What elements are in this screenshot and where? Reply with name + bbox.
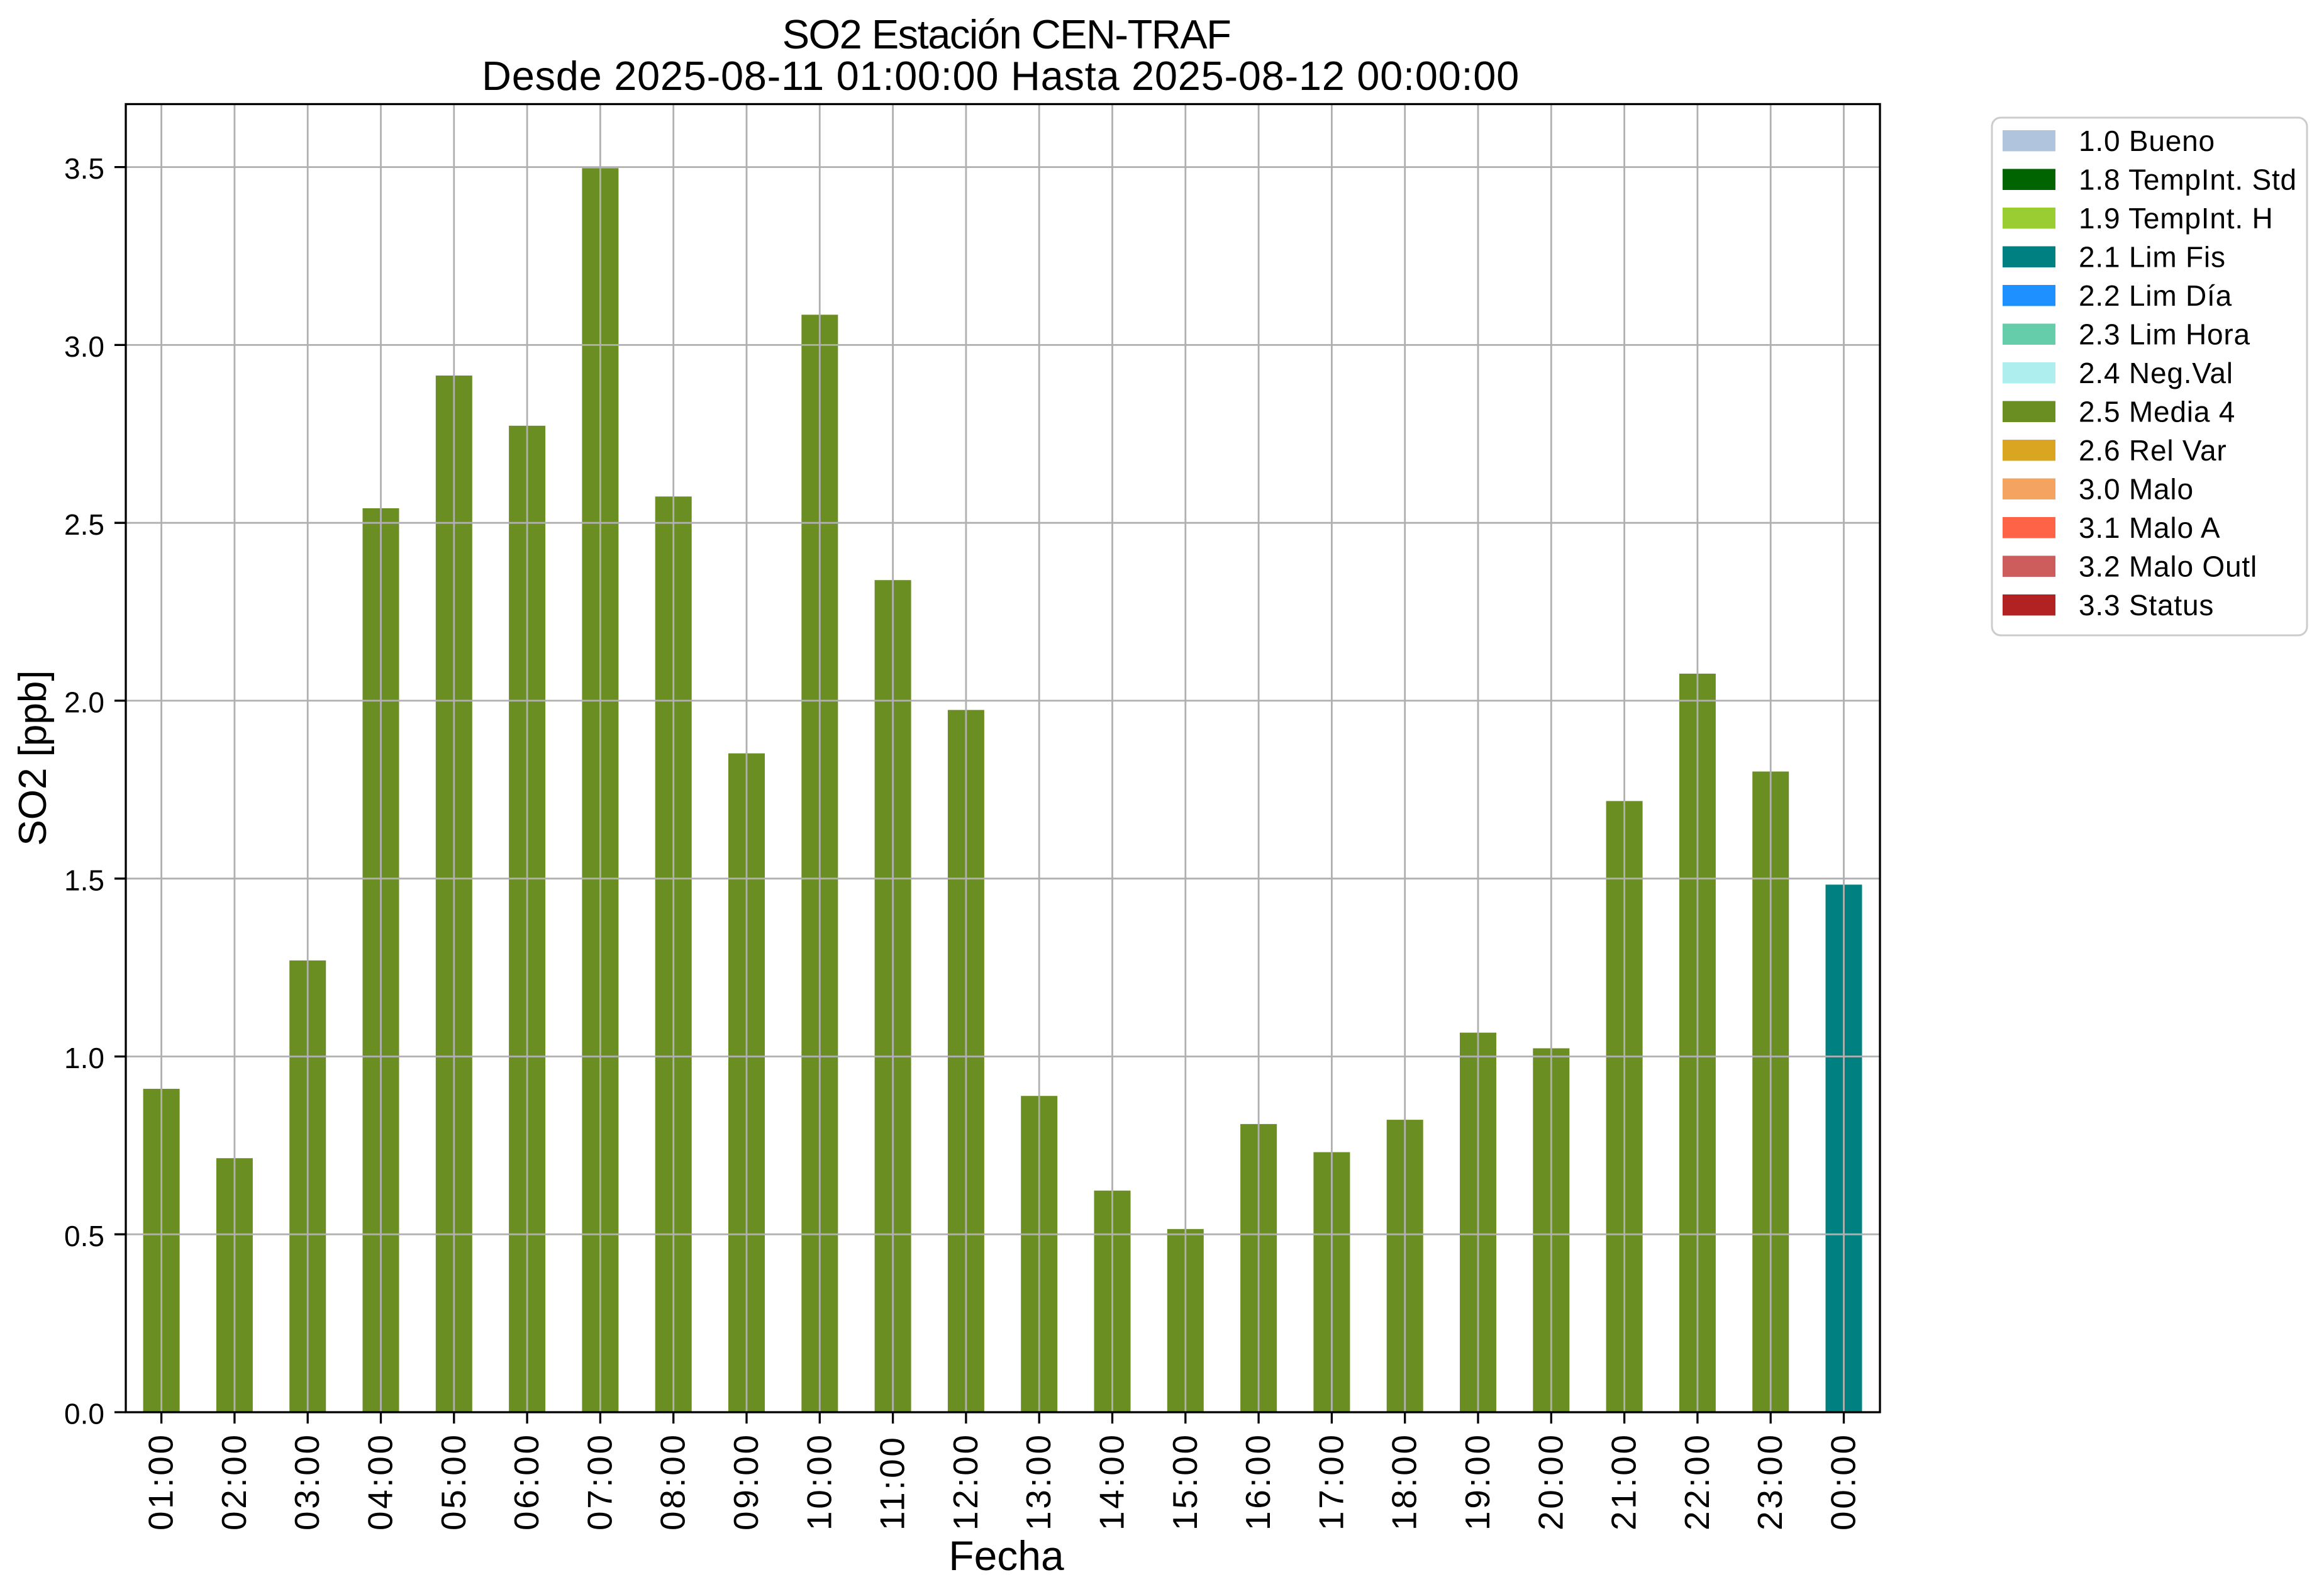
svg-text:2.2 Lim Día: 2.2 Lim Día bbox=[2079, 279, 2232, 312]
svg-text:15:00: 15:00 bbox=[1165, 1432, 1204, 1530]
svg-text:00:00: 00:00 bbox=[1824, 1432, 1863, 1530]
svg-text:04:00: 04:00 bbox=[361, 1432, 400, 1530]
svg-text:SO2 [ppb]: SO2 [ppb] bbox=[11, 670, 55, 845]
svg-text:1.0 Bueno: 1.0 Bueno bbox=[2079, 125, 2215, 157]
svg-text:12:00: 12:00 bbox=[946, 1432, 985, 1530]
svg-text:2.4 Neg.Val: 2.4 Neg.Val bbox=[2079, 357, 2233, 389]
svg-text:08:00: 08:00 bbox=[653, 1432, 692, 1530]
svg-text:1.8 TempInt. Std: 1.8 TempInt. Std bbox=[2079, 164, 2297, 196]
svg-text:1.0: 1.0 bbox=[64, 1042, 104, 1074]
svg-text:11:00: 11:00 bbox=[873, 1435, 912, 1530]
svg-text:07:00: 07:00 bbox=[580, 1432, 619, 1530]
svg-text:02:00: 02:00 bbox=[214, 1432, 253, 1530]
svg-text:3.0 Malo: 3.0 Malo bbox=[2079, 473, 2194, 506]
svg-text:3.2 Malo Outl: 3.2 Malo Outl bbox=[2079, 550, 2257, 583]
svg-text:3.5: 3.5 bbox=[64, 152, 104, 185]
svg-text:3.1 Malo A: 3.1 Malo A bbox=[2079, 511, 2220, 544]
svg-text:3.0: 3.0 bbox=[64, 330, 104, 363]
svg-text:2.5: 2.5 bbox=[64, 508, 104, 541]
svg-text:14:00: 14:00 bbox=[1093, 1432, 1131, 1530]
svg-text:2.3 Lim Hora: 2.3 Lim Hora bbox=[2079, 318, 2250, 351]
svg-text:03:00: 03:00 bbox=[287, 1432, 326, 1530]
svg-text:3.3 Status: 3.3 Status bbox=[2079, 589, 2214, 621]
svg-text:22:00: 22:00 bbox=[1677, 1432, 1716, 1530]
svg-text:1.5: 1.5 bbox=[64, 864, 104, 896]
svg-text:10:00: 10:00 bbox=[799, 1432, 838, 1530]
svg-text:1.9 TempInt. H: 1.9 TempInt. H bbox=[2079, 202, 2274, 235]
svg-text:2.1 Lim Fis: 2.1 Lim Fis bbox=[2079, 241, 2226, 274]
svg-text:2.5 Media 4: 2.5 Media 4 bbox=[2079, 396, 2235, 428]
svg-text:20:00: 20:00 bbox=[1531, 1432, 1570, 1530]
svg-text:SO2 Estación CEN-TRAF: SO2 Estación CEN-TRAF bbox=[782, 11, 1231, 57]
svg-text:21:00: 21:00 bbox=[1604, 1432, 1643, 1530]
svg-text:Desde 2025-08-11 01:00:00 Hast: Desde 2025-08-11 01:00:00 Hasta 2025-08-… bbox=[482, 53, 1520, 99]
svg-text:05:00: 05:00 bbox=[434, 1432, 473, 1530]
svg-text:23:00: 23:00 bbox=[1750, 1432, 1789, 1530]
svg-text:09:00: 09:00 bbox=[726, 1432, 765, 1530]
svg-text:0.5: 0.5 bbox=[64, 1220, 104, 1252]
svg-text:16:00: 16:00 bbox=[1238, 1432, 1277, 1530]
svg-text:Fecha: Fecha bbox=[948, 1532, 1064, 1579]
svg-text:13:00: 13:00 bbox=[1019, 1432, 1058, 1530]
svg-text:17:00: 17:00 bbox=[1311, 1432, 1350, 1530]
svg-text:19:00: 19:00 bbox=[1458, 1432, 1497, 1530]
svg-text:06:00: 06:00 bbox=[507, 1432, 546, 1530]
svg-text:0.0: 0.0 bbox=[64, 1398, 104, 1430]
svg-text:18:00: 18:00 bbox=[1385, 1432, 1424, 1530]
svg-text:2.6 Rel Var: 2.6 Rel Var bbox=[2079, 434, 2227, 467]
svg-text:2.0: 2.0 bbox=[64, 686, 104, 719]
svg-text:01:00: 01:00 bbox=[142, 1432, 181, 1530]
